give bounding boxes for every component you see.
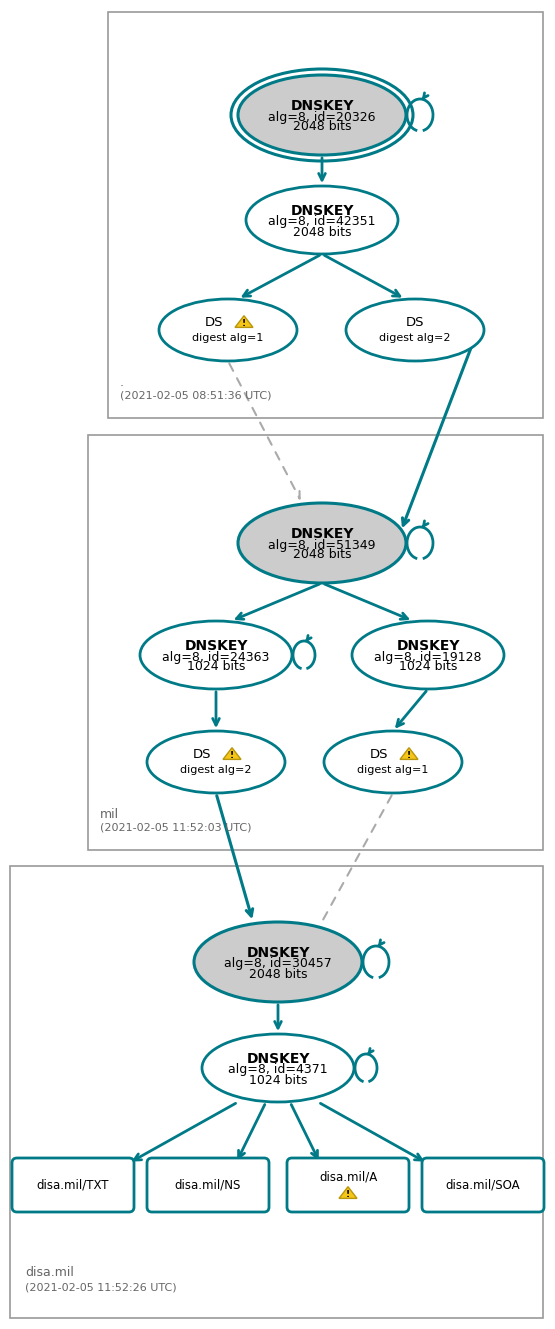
Text: disa.mil/SOA: disa.mil/SOA	[446, 1179, 521, 1192]
Ellipse shape	[238, 502, 406, 583]
Text: disa.mil/TXT: disa.mil/TXT	[37, 1179, 109, 1192]
Ellipse shape	[140, 621, 292, 688]
Polygon shape	[400, 748, 418, 759]
Ellipse shape	[159, 299, 297, 361]
Text: disa.mil: disa.mil	[25, 1267, 74, 1278]
Ellipse shape	[238, 74, 406, 155]
Ellipse shape	[202, 1034, 354, 1102]
Text: (2021-02-05 11:52:03 UTC): (2021-02-05 11:52:03 UTC)	[100, 823, 251, 832]
Text: 1024 bits: 1024 bits	[187, 661, 245, 674]
Text: alg=8, id=24363: alg=8, id=24363	[162, 650, 270, 663]
Text: 2048 bits: 2048 bits	[292, 121, 351, 133]
Text: digest alg=2: digest alg=2	[379, 334, 451, 343]
Text: disa.mil/NS: disa.mil/NS	[175, 1179, 241, 1192]
Text: digest alg=2: digest alg=2	[180, 766, 252, 775]
Ellipse shape	[352, 621, 504, 688]
Text: DNSKEY: DNSKEY	[290, 203, 354, 218]
Text: alg=8, id=19128: alg=8, id=19128	[374, 650, 482, 663]
Text: !: !	[242, 319, 246, 328]
Text: alg=8, id=20326: alg=8, id=20326	[268, 110, 376, 124]
FancyBboxPatch shape	[12, 1158, 134, 1212]
Text: 1024 bits: 1024 bits	[249, 1074, 307, 1087]
Text: !: !	[346, 1189, 350, 1199]
Ellipse shape	[147, 731, 285, 793]
Text: 2048 bits: 2048 bits	[249, 968, 307, 981]
Text: mil: mil	[100, 808, 119, 821]
Text: DNSKEY: DNSKEY	[246, 1053, 310, 1066]
Text: DNSKEY: DNSKEY	[290, 98, 354, 113]
FancyBboxPatch shape	[422, 1158, 544, 1212]
Text: !: !	[230, 751, 234, 760]
Text: digest alg=1: digest alg=1	[193, 334, 264, 343]
Text: disa.mil/A: disa.mil/A	[319, 1171, 377, 1184]
Bar	[88, 435, 543, 851]
Bar	[10, 867, 543, 1318]
Ellipse shape	[324, 731, 462, 793]
Ellipse shape	[346, 299, 484, 361]
FancyBboxPatch shape	[147, 1158, 269, 1212]
Text: alg=8, id=42351: alg=8, id=42351	[268, 215, 376, 229]
Polygon shape	[223, 748, 241, 759]
Text: DS: DS	[406, 315, 424, 328]
Text: 2048 bits: 2048 bits	[292, 226, 351, 238]
Text: DS: DS	[370, 747, 388, 760]
Text: DNSKEY: DNSKEY	[290, 528, 354, 541]
Ellipse shape	[194, 922, 362, 1002]
Bar	[108, 12, 543, 419]
Polygon shape	[235, 316, 253, 327]
Text: alg=8, id=51349: alg=8, id=51349	[268, 538, 376, 552]
Text: 2048 bits: 2048 bits	[292, 549, 351, 561]
Text: .: .	[120, 376, 124, 389]
Text: DNSKEY: DNSKEY	[246, 946, 310, 960]
Text: DNSKEY: DNSKEY	[396, 639, 460, 653]
Text: DS: DS	[205, 315, 223, 328]
Text: digest alg=1: digest alg=1	[357, 766, 428, 775]
Text: DNSKEY: DNSKEY	[184, 639, 248, 653]
Text: alg=8, id=4371: alg=8, id=4371	[228, 1063, 328, 1076]
Ellipse shape	[246, 186, 398, 254]
Text: DS: DS	[193, 747, 211, 760]
Text: 1024 bits: 1024 bits	[399, 661, 457, 674]
FancyBboxPatch shape	[287, 1158, 409, 1212]
Text: !: !	[407, 751, 411, 760]
Polygon shape	[339, 1187, 357, 1199]
Text: (2021-02-05 08:51:36 UTC): (2021-02-05 08:51:36 UTC)	[120, 389, 271, 400]
Text: alg=8, id=30457: alg=8, id=30457	[224, 957, 332, 970]
Text: (2021-02-05 11:52:26 UTC): (2021-02-05 11:52:26 UTC)	[25, 1282, 176, 1292]
